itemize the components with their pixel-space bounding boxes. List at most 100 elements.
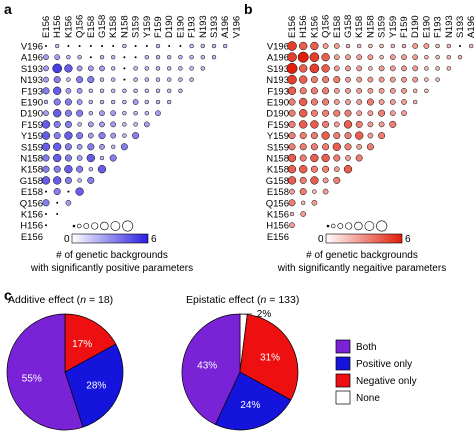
heatmap-positive-cell-dot bbox=[88, 88, 94, 94]
heatmap-positive-cell-dot bbox=[189, 43, 194, 49]
heatmap-negative-cell-dot bbox=[299, 165, 308, 174]
heatmap-negative-cell-dot bbox=[345, 76, 351, 83]
heatmap-negative-col-label: K156 bbox=[309, 16, 320, 38]
heatmap-negative-cell-dot bbox=[333, 121, 340, 128]
heatmap-positive-cell-dot bbox=[77, 122, 82, 127]
heatmap-positive-cell-dot bbox=[67, 190, 70, 193]
heatmap-negative-row-label: S159 bbox=[267, 142, 289, 153]
heatmap-positive-col-label: G158 bbox=[97, 15, 108, 38]
heatmap-negative-row-label: E190 bbox=[267, 98, 289, 109]
heatmap-negative-cell-dot bbox=[389, 110, 396, 117]
heatmap-positive-cell-dot bbox=[65, 199, 72, 206]
heatmap-negative-cell-dot bbox=[389, 65, 396, 72]
heatmap-positive-cell-dot bbox=[56, 213, 59, 215]
heatmap-negative-cell-dot bbox=[333, 99, 340, 105]
heatmap-positive-cell-dot bbox=[64, 109, 72, 117]
heatmap-negative-cell-dot bbox=[378, 121, 385, 128]
size-scale-dot bbox=[337, 223, 344, 229]
heatmap-positive-cell-dot bbox=[76, 99, 83, 105]
heatmap-positive-cell-dot bbox=[88, 99, 94, 105]
heatmap-positive-col-label: E190 bbox=[175, 16, 186, 38]
heatmap-positive-col-label: K158 bbox=[108, 16, 119, 38]
heatmap-positive-cell-dot bbox=[132, 132, 140, 140]
heatmap-positive-cell-dot bbox=[99, 55, 105, 60]
caption-negative-line1: # of genetic backgrounds bbox=[306, 250, 418, 261]
pie-epistatic-slice-label: 31% bbox=[260, 353, 280, 364]
heatmap-positive-row-label: E190 bbox=[21, 98, 43, 109]
heatmap-negative-cell-dot bbox=[310, 153, 319, 163]
heatmap-negative-row-label: G158 bbox=[266, 176, 289, 187]
heatmap-negative-cell-dot bbox=[288, 143, 296, 151]
heatmap-negative-cell-dot bbox=[345, 54, 351, 61]
size-scale-dot bbox=[91, 222, 99, 230]
heatmap-positive-cell-dot bbox=[53, 176, 62, 185]
heatmap-negative-row-label: N193 bbox=[266, 75, 289, 86]
heatmap-negative-cell-dot bbox=[322, 76, 330, 84]
heatmap-positive-cell-dot bbox=[64, 143, 72, 151]
heatmap-negative-cell-dot bbox=[288, 98, 296, 106]
heatmap-negative-col-label: E190 bbox=[421, 16, 432, 38]
heatmap-positive-cell-dot bbox=[65, 87, 72, 94]
heatmap-negative-cell-dot bbox=[322, 188, 329, 195]
size-scale-dot bbox=[83, 223, 90, 229]
heatmap-negative-col-label: E158 bbox=[332, 16, 343, 38]
heatmap-negative-cell-dot bbox=[289, 188, 295, 195]
heatmap-positive-cell-dot bbox=[200, 55, 206, 60]
heatmap-positive-cell-dot bbox=[76, 165, 84, 173]
heatmap-positive-col-label: A196 bbox=[220, 16, 231, 38]
heatmap-negative-cell-dot bbox=[357, 43, 362, 49]
heatmap-negative-cell-dot bbox=[424, 55, 429, 60]
heatmap-positive-cell-dot bbox=[167, 77, 172, 82]
heatmap-negative-cell-dot bbox=[310, 76, 318, 84]
heatmap-negative-cell-dot bbox=[356, 87, 363, 94]
colorbar-positive-max: 6 bbox=[151, 234, 157, 245]
heatmap-positive-cell-dot bbox=[87, 143, 95, 151]
heatmap-positive-cell-dot bbox=[133, 88, 138, 94]
heatmap-negative-cell-dot bbox=[446, 43, 451, 49]
heatmap-negative-cell-dot bbox=[378, 76, 385, 83]
heatmap-negative-cell-dot bbox=[287, 176, 297, 185]
heatmap-positive-col-label: H156 bbox=[52, 15, 63, 38]
heatmap-negative-cell-dot bbox=[389, 120, 397, 128]
heatmap-negative-cell-dot bbox=[322, 177, 329, 184]
legend-label: Negative only bbox=[356, 376, 417, 387]
heatmap-negative-cell-dot bbox=[424, 66, 429, 71]
size-scale-dot bbox=[364, 221, 375, 231]
heatmap-positive-cell-dot bbox=[155, 55, 161, 60]
heatmap-negative-cell-dot bbox=[333, 43, 340, 49]
heatmap-positive-cell-dot bbox=[122, 99, 127, 105]
heatmap-positive-cell-dot bbox=[76, 76, 84, 84]
heatmap-positive-cell-dot bbox=[77, 55, 82, 60]
heatmap-negative-col-label: A196 bbox=[466, 16, 474, 38]
heatmap-positive-cell-dot bbox=[41, 131, 51, 140]
heatmap-positive-cell-dot bbox=[189, 55, 194, 60]
heatmap-positive-cell-dot bbox=[66, 77, 71, 82]
heatmap-positive-cell-dot bbox=[87, 176, 95, 184]
heatmap-negative-row-label: A196 bbox=[267, 53, 289, 64]
heatmap-negative-cell-dot bbox=[345, 99, 351, 105]
heatmap-positive-cell-dot bbox=[111, 144, 116, 150]
heatmap-negative-row-label: N158 bbox=[266, 154, 289, 165]
size-scale-dot bbox=[330, 223, 336, 229]
heatmap-negative-cell-dot bbox=[378, 109, 386, 117]
heatmap-positive-cell-dot bbox=[42, 154, 50, 162]
heatmap-positive-cell-dot bbox=[111, 99, 116, 105]
heatmap-positive-cell-dot bbox=[99, 121, 105, 128]
heatmap-negative-row-label: S193 bbox=[267, 64, 289, 75]
colorbar-negative-max: 6 bbox=[405, 234, 411, 245]
heatmap-negative-cell-dot bbox=[297, 51, 309, 63]
heatmap-negative-cell-dot bbox=[378, 65, 385, 72]
heatmap-negative-cell-dot bbox=[310, 176, 319, 185]
heatmap-negative-cell-dot bbox=[344, 109, 352, 117]
heatmap-positive-cell-dot bbox=[53, 109, 62, 118]
heatmap-negative-cell-dot bbox=[333, 109, 341, 117]
heatmap-positive-cell-dot bbox=[155, 99, 161, 105]
heatmap-positive-cell-dot bbox=[45, 224, 47, 227]
heatmap-negative-cell-dot bbox=[287, 74, 297, 85]
heatmap-positive-cell-dot bbox=[133, 122, 138, 127]
heatmap-positive-cell-dot bbox=[56, 201, 59, 204]
heatmap-positive-cell-dot bbox=[45, 190, 47, 193]
heatmap-negative-cell-dot bbox=[355, 131, 364, 140]
heatmap-negative-cell-dot bbox=[287, 86, 297, 95]
